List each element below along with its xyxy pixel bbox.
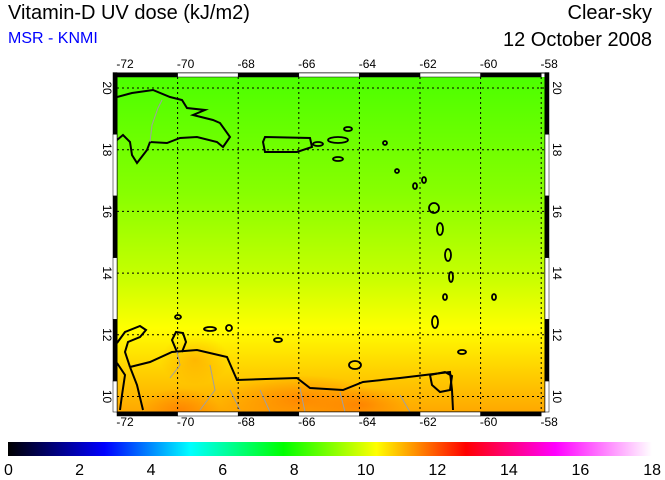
lon-label-bottom: -70 bbox=[177, 415, 195, 429]
lon-label-bottom: -58 bbox=[541, 415, 559, 429]
source-label: MSR - KNMI bbox=[8, 30, 98, 47]
lon-label-top: -58 bbox=[541, 57, 559, 71]
latitude-labels: 20 20 18 18 16 16 14 14 12 12 10 10 bbox=[100, 81, 564, 403]
lon-label-bottom: -62 bbox=[419, 415, 437, 429]
lon-label-bottom: -66 bbox=[298, 415, 316, 429]
hotspots bbox=[140, 335, 410, 412]
frame-segment bbox=[544, 257, 550, 320]
map-title: Vitamin-D UV dose (kJ/m2) bbox=[8, 2, 250, 24]
lon-label-top: -68 bbox=[238, 57, 256, 71]
colorbar-tick-label: 18 bbox=[643, 462, 661, 479]
frame-segment bbox=[544, 72, 550, 135]
lon-label-top: -62 bbox=[419, 57, 437, 71]
lat-label-right: 16 bbox=[550, 205, 564, 219]
lat-label-right: 12 bbox=[550, 328, 564, 342]
graticule bbox=[117, 77, 545, 412]
colorbar-tick-label: 12 bbox=[428, 462, 446, 479]
lat-label-left: 16 bbox=[100, 205, 114, 219]
lon-label-top: -70 bbox=[177, 57, 195, 71]
map-area: -72 -72 -70 -70 -68 -68 -66 -66 -64 -64 -62 -62 -60 -… bbox=[100, 57, 564, 429]
lat-label-left: 18 bbox=[100, 143, 114, 157]
maracaibo-lake bbox=[117, 362, 144, 411]
coastlines bbox=[117, 88, 454, 411]
sky-condition-label: Clear-sky bbox=[567, 2, 652, 24]
frame-segment bbox=[544, 380, 550, 413]
lat-label-left: 20 bbox=[100, 81, 114, 95]
frame-segment bbox=[544, 195, 550, 258]
islands bbox=[174, 126, 497, 370]
lon-label-bottom: -68 bbox=[238, 415, 256, 429]
colorbar-tick-label: 16 bbox=[572, 462, 590, 479]
frame-segment bbox=[237, 72, 300, 78]
lon-label-bottom: -64 bbox=[359, 415, 377, 429]
colorbar-tick-label: 6 bbox=[218, 462, 227, 479]
lat-label-right: 20 bbox=[550, 81, 564, 95]
puerto-rico-coast bbox=[261, 135, 314, 153]
frame-segment bbox=[544, 134, 550, 197]
colorbar-tick-label: 14 bbox=[500, 462, 518, 479]
colorbar: 0 2 4 6 8 10 12 14 16 18 bbox=[4, 442, 661, 479]
lon-label-bottom: -72 bbox=[116, 415, 134, 429]
frame-segment bbox=[419, 72, 481, 78]
lat-label-left: 10 bbox=[100, 390, 114, 404]
lat-label-left: 14 bbox=[100, 266, 114, 280]
paraguana-peninsula bbox=[170, 330, 188, 353]
hispaniola-coast bbox=[117, 88, 232, 165]
colorbar-tick-label: 4 bbox=[147, 462, 156, 479]
colorbar-tick-label: 2 bbox=[75, 462, 84, 479]
frame-segment bbox=[298, 72, 360, 78]
frame-segment bbox=[112, 380, 118, 413]
colorbar-bar bbox=[8, 442, 652, 456]
lon-label-top: -66 bbox=[298, 57, 316, 71]
lon-label-bottom: -60 bbox=[480, 415, 498, 429]
lat-label-left: 12 bbox=[100, 328, 114, 342]
longitude-labels: -72 -72 -70 -70 -68 -68 -66 -66 -64 -64 -62 -62 -60 -… bbox=[116, 57, 558, 429]
frame-segment bbox=[480, 72, 542, 78]
frame-ticks bbox=[112, 72, 550, 417]
lat-label-right: 10 bbox=[550, 390, 564, 404]
lat-label-right: 18 bbox=[550, 143, 564, 157]
trinidad-coast bbox=[428, 370, 454, 394]
lat-label-right: 14 bbox=[550, 266, 564, 280]
date-label: 12 October 2008 bbox=[503, 29, 652, 51]
frame-segment bbox=[177, 72, 239, 78]
frame-segment bbox=[544, 319, 550, 382]
colorbar-labels: 0 2 4 6 8 10 12 14 16 18 bbox=[4, 462, 661, 479]
lon-label-top: -64 bbox=[359, 57, 377, 71]
frame-segment bbox=[480, 411, 542, 417]
colorbar-tick-label: 10 bbox=[357, 462, 375, 479]
lon-label-top: -72 bbox=[116, 57, 134, 71]
colorbar-tick-label: 0 bbox=[4, 462, 13, 479]
colorbar-tick-label: 8 bbox=[290, 462, 299, 479]
country-borders bbox=[149, 99, 411, 412]
frame-segment bbox=[116, 72, 178, 78]
lon-label-top: -60 bbox=[480, 57, 498, 71]
frame-segment bbox=[359, 72, 421, 78]
